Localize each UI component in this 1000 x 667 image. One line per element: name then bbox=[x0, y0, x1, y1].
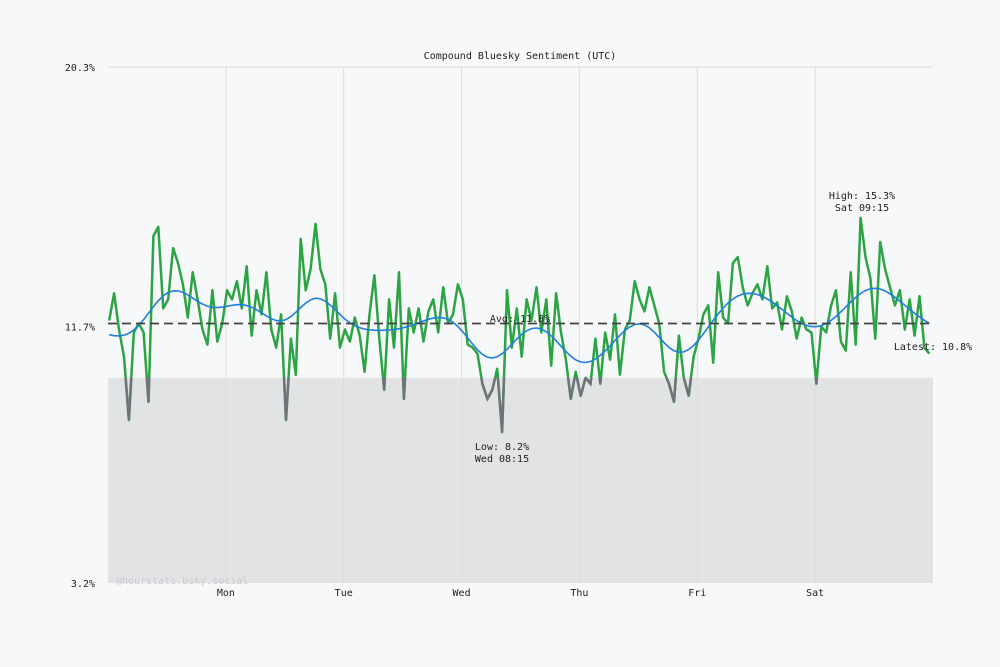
y-tick-label: 11.7% bbox=[65, 323, 95, 334]
x-tick-label: Thu bbox=[570, 588, 588, 599]
avg-label: Avg: 11.8% bbox=[490, 314, 550, 325]
x-tick-label: Wed bbox=[453, 588, 471, 599]
chart-title: Compound Bluesky Sentiment (UTC) bbox=[424, 51, 617, 62]
high-label: High: 15.3% bbox=[829, 191, 895, 202]
low-label: Low: 8.2% bbox=[475, 442, 529, 453]
high-time: Sat 09:15 bbox=[835, 203, 889, 214]
negative-band bbox=[108, 377, 933, 583]
low-time: Wed 08:15 bbox=[475, 454, 529, 465]
y-tick-label: 3.2% bbox=[71, 579, 95, 590]
latest-label: Latest: 10.8% bbox=[894, 342, 972, 353]
watermark: @hourstats.bsky.social bbox=[116, 576, 248, 587]
x-tick-label: Tue bbox=[335, 588, 353, 599]
sentiment-line bbox=[107, 216, 931, 434]
y-tick-label: 20.3% bbox=[65, 63, 95, 74]
x-tick-label: Mon bbox=[217, 588, 235, 599]
trend-line bbox=[109, 287, 930, 364]
x-tick-label: Fri bbox=[688, 588, 706, 599]
x-tick-label: Sat bbox=[806, 588, 824, 599]
